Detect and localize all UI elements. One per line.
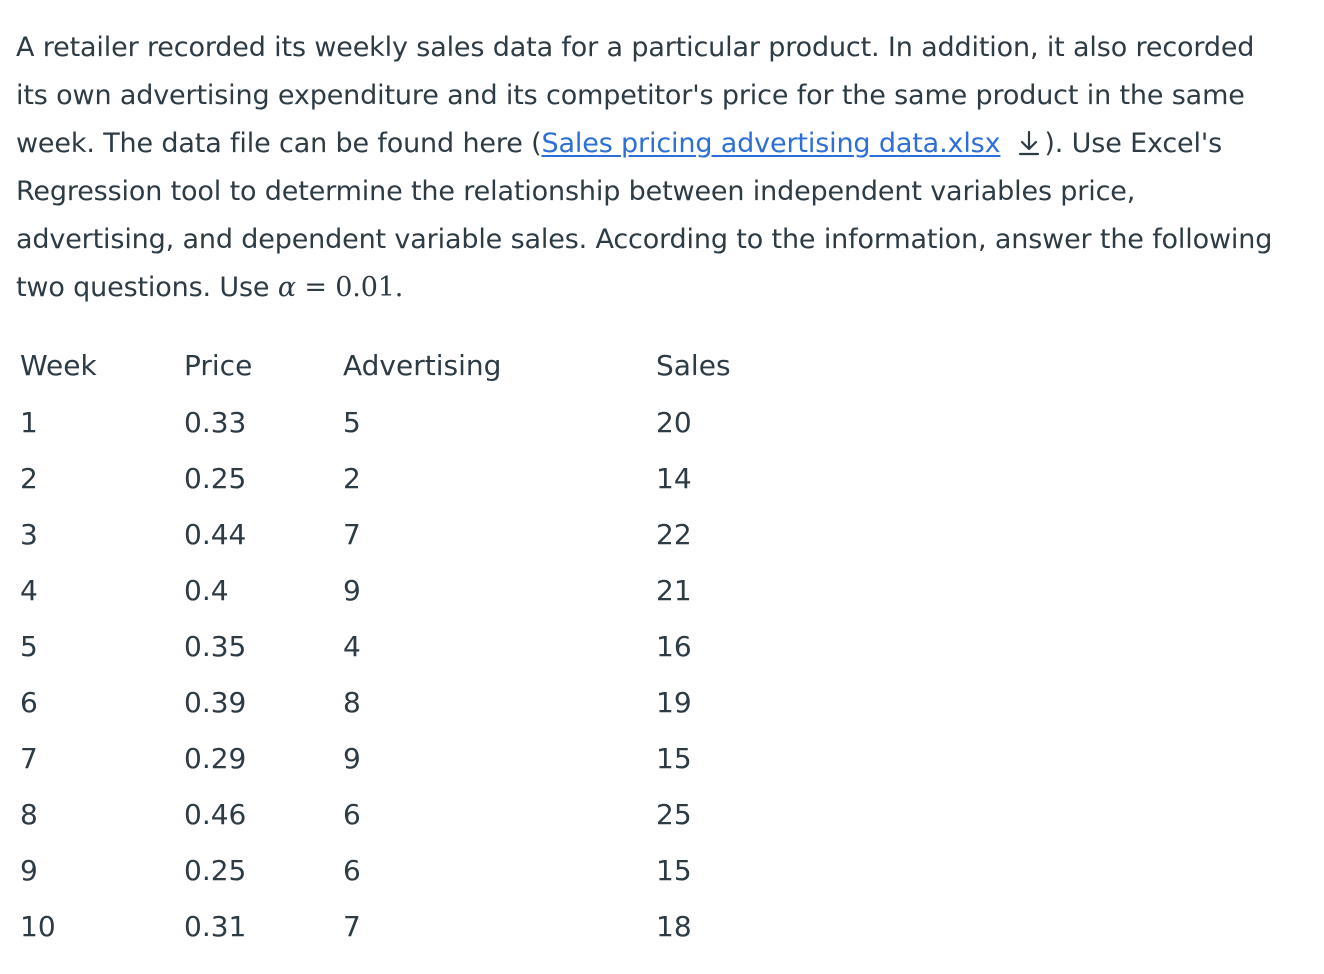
cell-advertising: 5 — [343, 405, 361, 439]
cell-price: 0.31 — [184, 909, 247, 943]
sales-data-table: Week Price Advertising Sales 1 0.33 5 20… — [20, 336, 776, 954]
table-row: 1 0.33 5 20 — [20, 394, 776, 450]
cell-advertising: 4 — [343, 629, 361, 663]
question-line-5: advertising, and dependent variable sale… — [16, 224, 1273, 255]
header-advertising: Advertising — [343, 348, 502, 382]
cell-price: 0.46 — [184, 797, 247, 831]
cell-week: 8 — [20, 797, 38, 831]
alpha-symbol: α — [277, 272, 296, 303]
cell-advertising: 6 — [343, 797, 361, 831]
question-line-3-end: ). Use Excel's — [1044, 128, 1223, 159]
alpha-value: 0.01 — [335, 272, 395, 303]
alpha-expression: α = 0.01. — [277, 272, 404, 303]
cell-sales: 15 — [656, 741, 692, 775]
question-line-1: A retailer recorded its weekly sales dat… — [16, 32, 1255, 63]
cell-sales: 14 — [656, 461, 692, 495]
cell-price: 0.25 — [184, 461, 247, 495]
cell-week: 7 — [20, 741, 38, 775]
header-price: Price — [184, 348, 253, 382]
question-line-4: Regression tool to determine the relatio… — [16, 176, 1136, 207]
cell-price: 0.25 — [184, 853, 247, 887]
table-row: 4 0.4 9 21 — [20, 562, 776, 618]
cell-advertising: 9 — [343, 573, 361, 607]
cell-price: 0.39 — [184, 685, 247, 719]
cell-price: 0.4 — [184, 573, 229, 607]
question-line-2: its own advertising expenditure and its … — [16, 80, 1245, 111]
cell-sales: 15 — [656, 853, 692, 887]
question-line-3-start: week. The data file can be found here ( — [16, 128, 542, 159]
cell-advertising: 8 — [343, 685, 361, 719]
table-row: 9 0.25 6 15 — [20, 842, 776, 898]
question-line-6-start: two questions. Use — [16, 272, 278, 303]
cell-advertising: 2 — [343, 461, 361, 495]
cell-price: 0.44 — [184, 517, 247, 551]
download-arrow-icon[interactable] — [1014, 126, 1044, 156]
question-line-6: two questions. Use α = 0.01. — [16, 264, 1321, 312]
cell-week: 5 — [20, 629, 38, 663]
alpha-period: . — [394, 272, 404, 303]
header-sales: Sales — [656, 348, 731, 382]
cell-advertising: 7 — [343, 909, 361, 943]
cell-week: 2 — [20, 461, 38, 495]
table-row: 3 0.44 7 22 — [20, 506, 776, 562]
cell-sales: 25 — [656, 797, 692, 831]
alpha-equals: = — [295, 272, 336, 303]
cell-sales: 18 — [656, 909, 692, 943]
cell-week: 9 — [20, 853, 38, 887]
question-line-3: week. The data file can be found here (S… — [16, 120, 1321, 168]
cell-sales: 22 — [656, 517, 692, 551]
table-row: 10 0.31 7 18 — [20, 898, 776, 954]
table-row: 8 0.46 6 25 — [20, 786, 776, 842]
table-row: 6 0.39 8 19 — [20, 674, 776, 730]
cell-price: 0.29 — [184, 741, 247, 775]
cell-sales: 19 — [656, 685, 692, 719]
cell-week: 6 — [20, 685, 38, 719]
cell-sales: 16 — [656, 629, 692, 663]
data-file-link[interactable]: Sales pricing advertising data.xlsx — [541, 128, 1001, 159]
header-week: Week — [20, 348, 97, 382]
cell-sales: 20 — [656, 405, 692, 439]
cell-week: 3 — [20, 517, 38, 551]
cell-price: 0.35 — [184, 629, 247, 663]
cell-week: 1 — [20, 405, 38, 439]
cell-advertising: 7 — [343, 517, 361, 551]
cell-advertising: 9 — [343, 741, 361, 775]
table-row: 5 0.35 4 16 — [20, 618, 776, 674]
cell-week: 4 — [20, 573, 38, 607]
question-text: A retailer recorded its weekly sales dat… — [16, 24, 1321, 312]
table-header-row: Week Price Advertising Sales — [20, 336, 776, 394]
cell-price: 0.33 — [184, 405, 247, 439]
cell-week: 10 — [20, 909, 56, 943]
table-row: 7 0.29 9 15 — [20, 730, 776, 786]
cell-advertising: 6 — [343, 853, 361, 887]
cell-sales: 21 — [656, 573, 692, 607]
table-row: 2 0.25 2 14 — [20, 450, 776, 506]
